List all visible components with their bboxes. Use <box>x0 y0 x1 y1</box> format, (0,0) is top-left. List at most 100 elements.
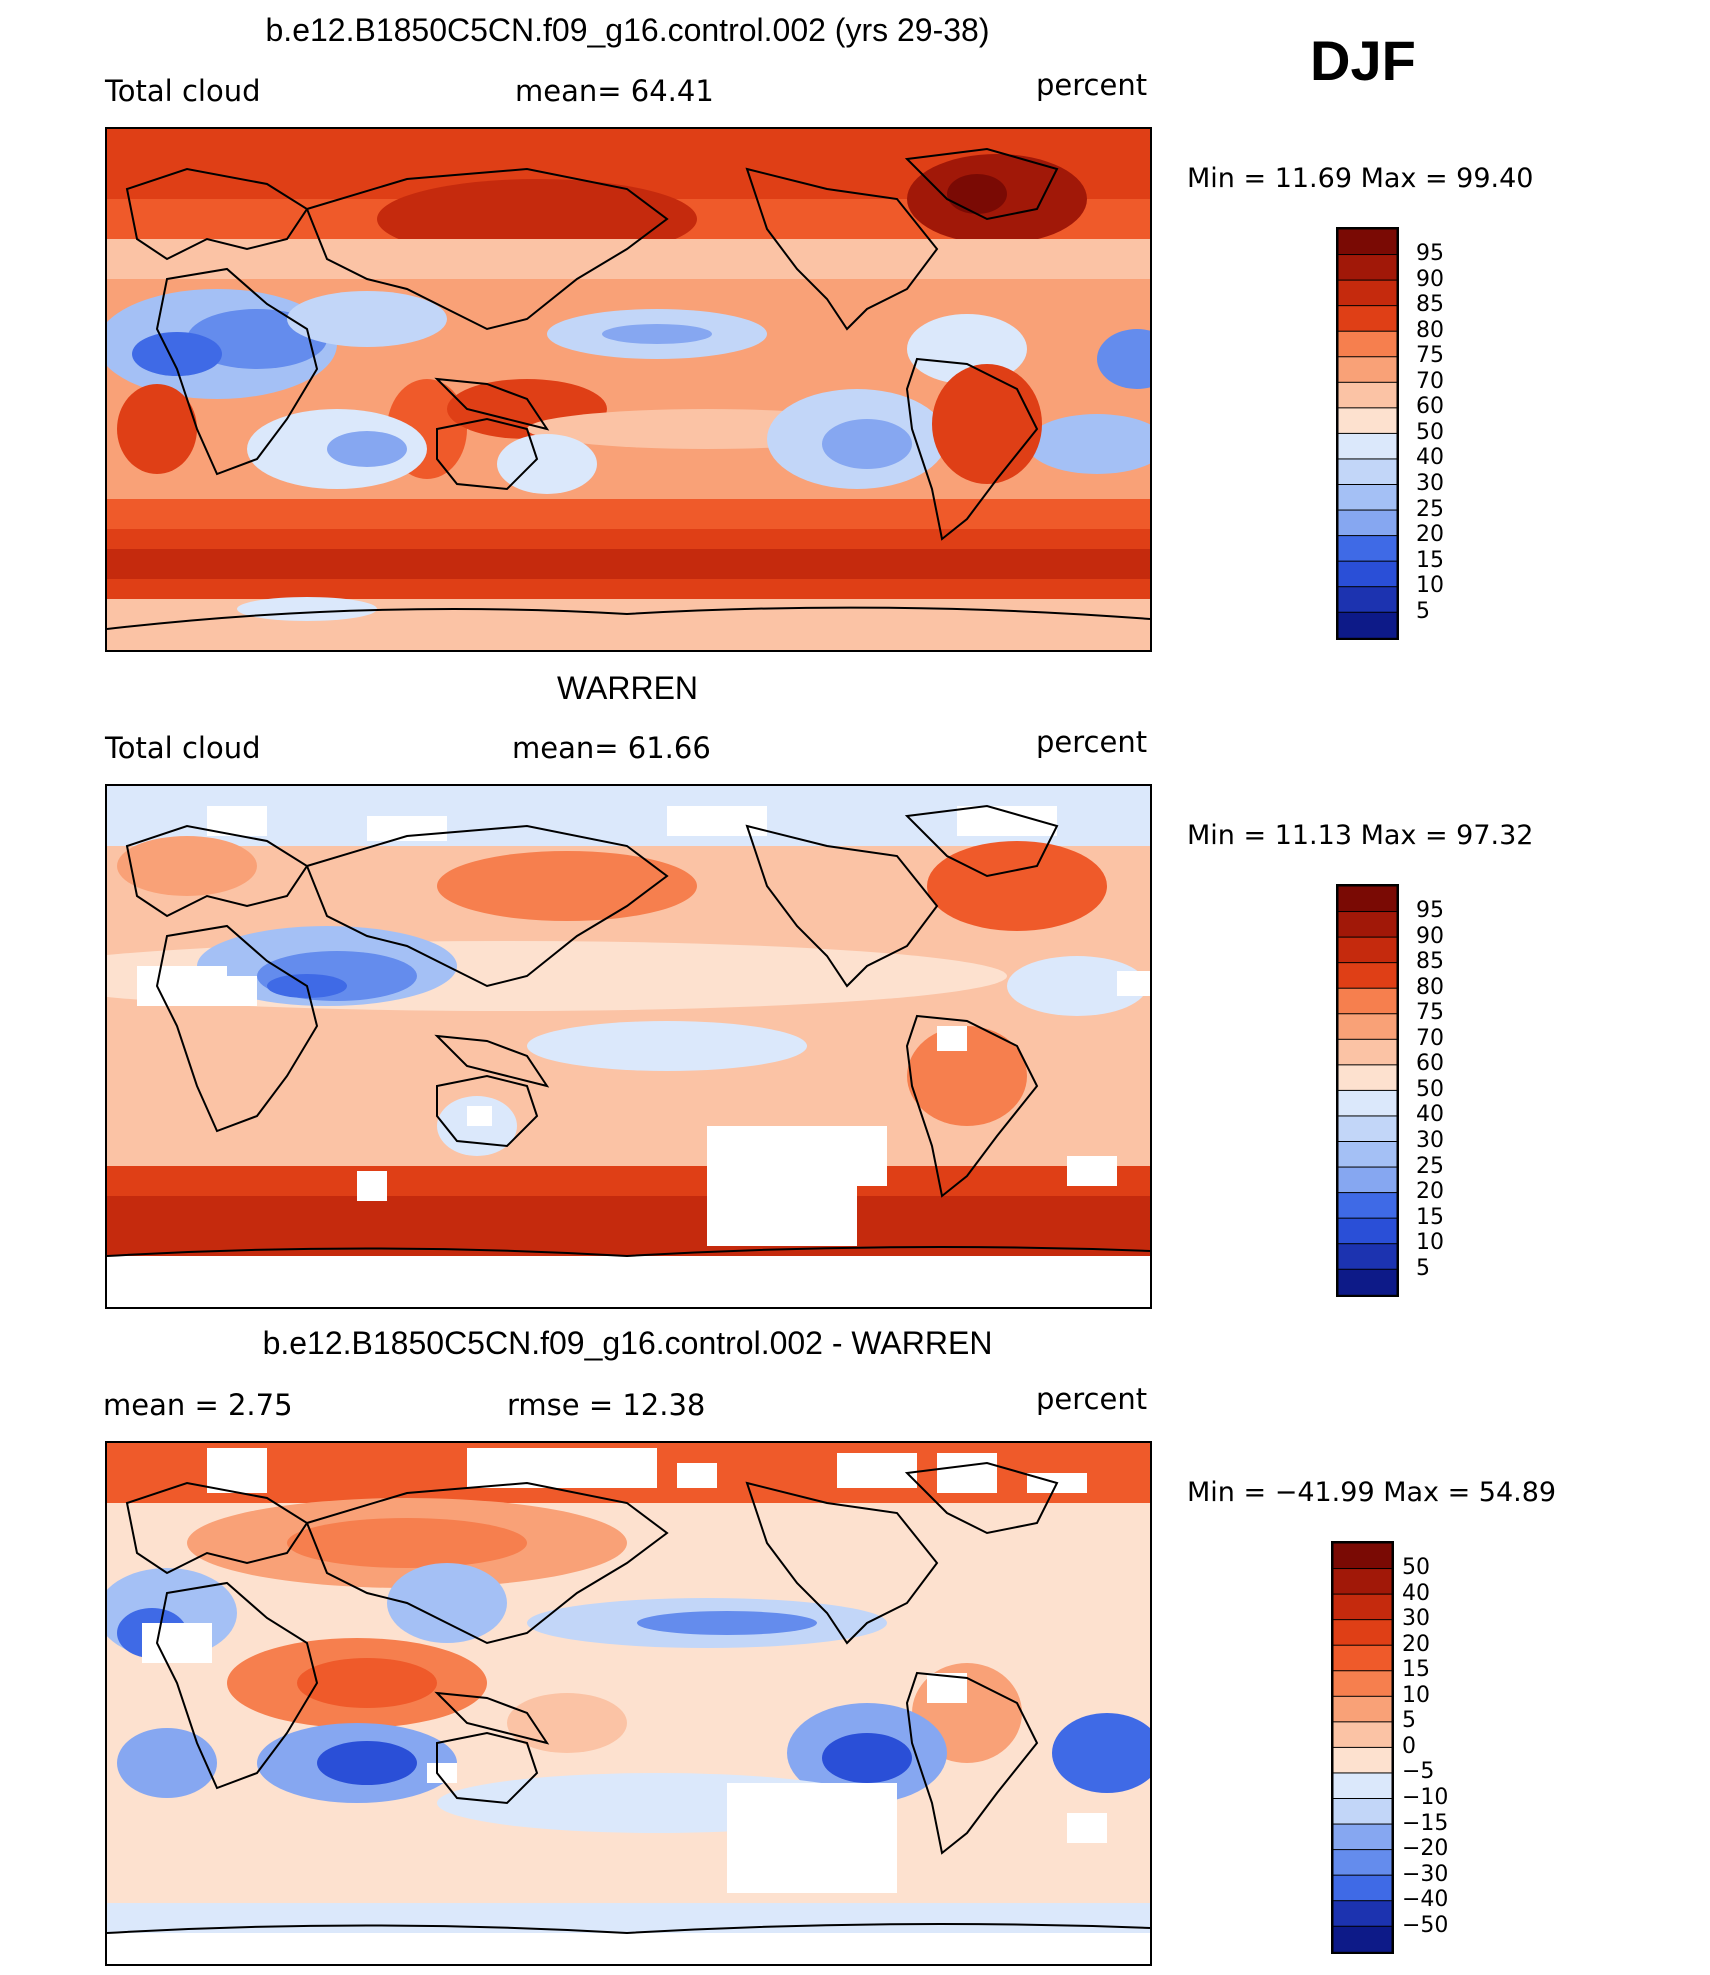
colorbar-box <box>1333 1695 1392 1723</box>
panel-3-colorbar-svg <box>1333 1543 1392 1952</box>
colorbar-tick-label: 70 <box>1416 1025 1444 1051</box>
colorbar-box <box>1338 407 1397 435</box>
panel-1-colorbar <box>1336 227 1399 640</box>
colorbar-tick-label: −50 <box>1402 1912 1449 1938</box>
colorbar-box <box>1333 1568 1392 1596</box>
panel-1-title: b.e12.B1850C5CN.f09_g16.control.002 (yrs… <box>265 12 990 48</box>
colorbar-box <box>1338 1166 1397 1194</box>
panel-3-map <box>105 1441 1152 1966</box>
colorbar-tick-label: 20 <box>1416 522 1444 548</box>
colorbar-tick-label: −20 <box>1402 1836 1449 1862</box>
colorbar-tick-label: 70 <box>1416 368 1444 394</box>
colorbar-tick-label: 95 <box>1416 898 1444 923</box>
colorbar-tick-label: 40 <box>1416 445 1444 471</box>
colorbar-tick-label: 5 <box>1416 598 1430 624</box>
colorbar-tick-label: 40 <box>1416 1102 1444 1128</box>
colorbar-tick-label: 10 <box>1416 1230 1444 1256</box>
colorbar-box <box>1338 886 1397 913</box>
colorbar-box <box>1338 586 1397 614</box>
colorbar-box <box>1338 279 1397 307</box>
colorbar-box <box>1338 1089 1397 1117</box>
colorbar-box <box>1338 936 1397 964</box>
colorbar-tick-label: 50 <box>1416 419 1444 445</box>
colorbar-box <box>1338 560 1397 588</box>
colorbar-box <box>1338 1217 1397 1245</box>
colorbar-box <box>1333 1543 1392 1570</box>
colorbar-box <box>1338 1038 1397 1066</box>
colorbar-box <box>1333 1900 1392 1928</box>
panel-3-minmax: Min = −41.99 Max = 54.89 <box>1187 1477 1557 1508</box>
panel-2-center-label: mean= 61.66 <box>512 731 711 765</box>
colorbar-tick-label: 60 <box>1416 394 1444 420</box>
colorbar-tick-label: 30 <box>1402 1606 1430 1632</box>
panel-2-minmax: Min = 11.13 Max = 97.32 <box>1187 820 1534 851</box>
panel-2-left-label: Total cloud <box>105 731 261 765</box>
panel-1-map <box>105 127 1152 652</box>
colorbar-box <box>1338 432 1397 460</box>
colorbar-tick-label: 80 <box>1416 317 1444 343</box>
colorbar-tick-label: 25 <box>1416 496 1444 522</box>
colorbar-tick-label: 15 <box>1402 1657 1430 1683</box>
panel-1-colorbar-svg <box>1338 229 1397 638</box>
colorbar-box <box>1338 381 1397 409</box>
colorbar-box <box>1333 1772 1392 1800</box>
colorbar-box <box>1338 254 1397 282</box>
colorbar-box <box>1338 1141 1397 1169</box>
colorbar-tick-label: 10 <box>1416 573 1444 599</box>
colorbar-box <box>1338 330 1397 358</box>
panel-2-colorbar <box>1336 884 1399 1297</box>
panel-1-map-svg <box>107 129 1150 650</box>
panel-3-center-label: rmse = 12.38 <box>507 1388 706 1422</box>
colorbar-box <box>1333 1925 1392 1952</box>
colorbar-tick-label: 10 <box>1402 1682 1430 1708</box>
colorbar-tick-label: −15 <box>1402 1810 1449 1836</box>
colorbar-box <box>1338 458 1397 486</box>
panel-1-right-label: percent <box>1036 68 1148 102</box>
colorbar-tick-label: 40 <box>1402 1580 1430 1606</box>
panel-3-colorbar <box>1331 1541 1394 1954</box>
colorbar-tick-label: 90 <box>1416 266 1444 292</box>
colorbar-box <box>1338 911 1397 939</box>
colorbar-tick-label: 85 <box>1416 949 1444 975</box>
colorbar-tick-label: −30 <box>1402 1861 1449 1887</box>
colorbar-tick-label: 75 <box>1416 1000 1444 1026</box>
colorbar-box <box>1338 1115 1397 1143</box>
colorbar-box <box>1333 1746 1392 1774</box>
colorbar-tick-label: 0 <box>1402 1733 1416 1759</box>
panel-2-colorbar-svg <box>1338 886 1397 1295</box>
colorbar-box <box>1333 1874 1392 1902</box>
colorbar-box <box>1333 1593 1392 1621</box>
colorbar-box <box>1338 535 1397 563</box>
colorbar-tick-label: −5 <box>1402 1759 1435 1785</box>
panel-3-left-label: mean = 2.75 <box>103 1388 293 1422</box>
panel-3-map-svg <box>107 1443 1150 1964</box>
colorbar-tick-label: 15 <box>1416 547 1444 573</box>
colorbar-tick-label: −40 <box>1402 1887 1449 1913</box>
colorbar-box <box>1338 305 1397 333</box>
panel-1-center-label: mean= 64.41 <box>515 74 714 108</box>
colorbar-tick-label: 20 <box>1402 1631 1430 1657</box>
colorbar-tick-label: −10 <box>1402 1784 1449 1810</box>
colorbar-box <box>1333 1721 1392 1749</box>
panel-2-map <box>105 784 1152 1309</box>
colorbar-box <box>1333 1619 1392 1647</box>
colorbar-box <box>1338 962 1397 990</box>
colorbar-tick-label: 15 <box>1416 1204 1444 1230</box>
season-label: DJF <box>1310 29 1416 92</box>
colorbar-box <box>1338 509 1397 537</box>
panel-2-right-label: percent <box>1036 725 1148 759</box>
colorbar-box <box>1338 1268 1397 1295</box>
colorbar-tick-label: 5 <box>1416 1255 1430 1281</box>
colorbar-box <box>1338 987 1397 1015</box>
colorbar-tick-label: 5 <box>1402 1708 1416 1734</box>
panel-3-right-label: percent <box>1036 1382 1148 1416</box>
panel-2-title: WARREN <box>556 670 699 706</box>
colorbar-tick-label: 75 <box>1416 343 1444 369</box>
colorbar-tick-label: 80 <box>1416 974 1444 1000</box>
colorbar-box <box>1338 484 1397 512</box>
colorbar-box <box>1338 1013 1397 1041</box>
colorbar-tick-label: 90 <box>1416 923 1444 949</box>
colorbar-tick-label: 95 <box>1416 241 1444 266</box>
colorbar-box <box>1333 1644 1392 1672</box>
colorbar-box <box>1338 1192 1397 1220</box>
